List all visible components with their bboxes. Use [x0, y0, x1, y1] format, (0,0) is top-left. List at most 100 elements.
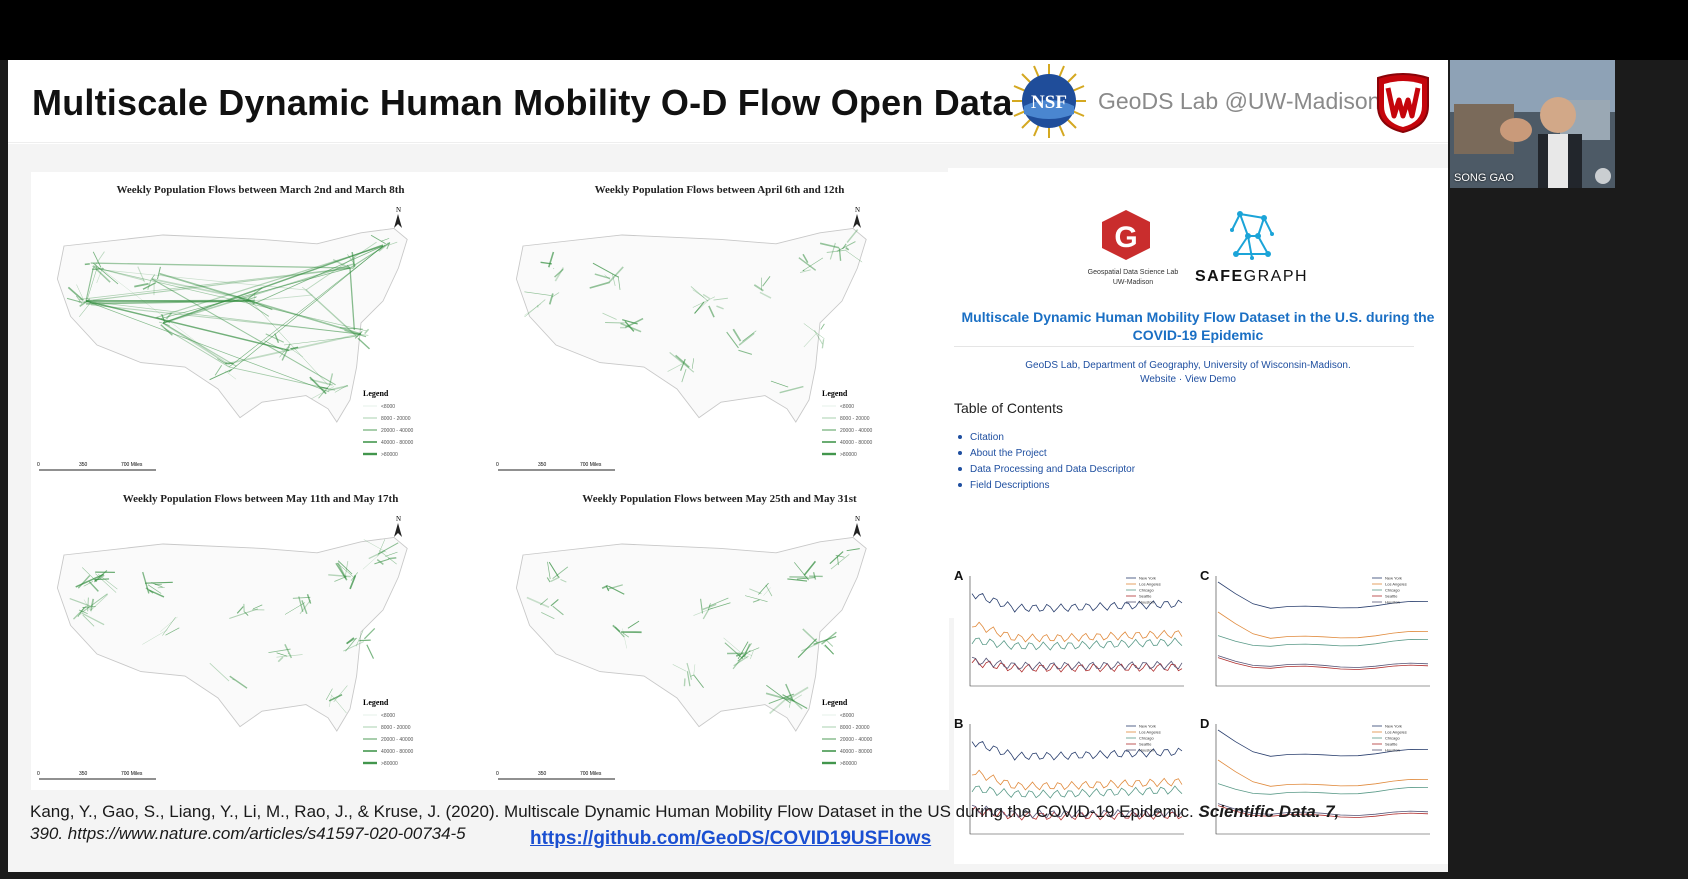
flow-line	[162, 263, 354, 324]
flow-line	[142, 282, 157, 290]
flow-line	[246, 298, 273, 311]
flow-line	[552, 605, 564, 616]
flow-line	[345, 637, 357, 652]
flow-line	[284, 643, 293, 659]
flow-line	[151, 582, 163, 588]
flow-line	[693, 664, 696, 676]
flow-line	[797, 638, 818, 658]
flow-line	[310, 378, 333, 386]
us-outline	[515, 536, 867, 732]
flow-line	[735, 651, 744, 657]
flow-line	[151, 278, 336, 386]
flow-line	[299, 599, 311, 615]
flow-line	[560, 578, 567, 583]
legend-label: Seattle	[1385, 742, 1398, 747]
flow-line	[90, 598, 95, 611]
flow-line	[713, 297, 728, 301]
readme-affiliation[interactable]: GeoDS Lab, Department of Geography, Univ…	[1025, 360, 1351, 371]
flow-line	[351, 251, 356, 268]
flow-line	[789, 697, 803, 710]
flow-line	[548, 251, 555, 268]
flow-line	[748, 647, 760, 653]
series-line	[1217, 635, 1429, 647]
scale-label: 350	[79, 771, 88, 777]
flow-line	[798, 257, 817, 271]
flow-line	[669, 351, 695, 373]
flow-line	[524, 303, 542, 316]
flow-line	[142, 629, 168, 645]
series-line	[971, 592, 1183, 613]
flow-line	[845, 247, 850, 251]
chart-axes	[969, 576, 1184, 687]
readme-links[interactable]: Website · View Demo	[1140, 374, 1236, 385]
flow-line	[738, 332, 755, 346]
flow-line	[723, 637, 748, 659]
north-label: N	[396, 206, 401, 214]
flow-line	[732, 328, 742, 342]
legend-label: Seattle	[1139, 742, 1152, 747]
flow-line	[339, 327, 363, 330]
flow-map-panel: Weekly Population Flows between April 6t…	[490, 172, 949, 481]
flow-line	[387, 241, 398, 246]
series-line	[1217, 729, 1429, 757]
readme-title[interactable]: Multiscale Dynamic Human Mobility Flow D…	[961, 309, 1435, 343]
flow-line	[330, 694, 347, 714]
flow-line	[77, 575, 91, 589]
flow-line	[90, 262, 351, 269]
flow-line	[250, 300, 328, 385]
flow-line	[801, 643, 818, 652]
legend-item-label: >80000	[381, 452, 398, 458]
north-arrow-icon	[853, 214, 861, 228]
scale-label: 0	[496, 462, 499, 468]
flow-line	[276, 654, 303, 658]
flow-line	[821, 339, 825, 349]
flow-line	[380, 238, 390, 242]
flow-line	[385, 551, 398, 557]
flow-line	[700, 598, 703, 614]
flow-line	[349, 575, 357, 590]
flow-line	[620, 322, 642, 333]
flow-line	[702, 608, 710, 620]
flow-line	[594, 273, 611, 280]
chart-panel-letter: B	[954, 716, 964, 731]
flow-line	[759, 291, 772, 299]
github-link[interactable]: https://github.com/GeoDS/COVID19USFlows	[530, 828, 932, 849]
flow-line	[785, 683, 794, 701]
north-label: N	[855, 515, 860, 523]
chart-axes	[1215, 576, 1430, 687]
flow-line	[244, 611, 249, 616]
flow-line	[209, 369, 232, 381]
toc-item-processing[interactable]: Data Processing and Data Descriptor	[958, 462, 1135, 478]
toc-item-citation[interactable]: Citation	[958, 430, 1135, 446]
flow-line	[708, 305, 715, 318]
flow-line	[85, 300, 369, 336]
legend-item-label: 20000 - 40000	[840, 737, 872, 743]
scale-label: 700 Miles	[121, 462, 143, 468]
flow-line	[81, 567, 98, 583]
flow-line	[353, 256, 356, 267]
series-line	[971, 621, 1183, 643]
flow-line	[77, 607, 85, 617]
flow-line	[73, 605, 88, 620]
flow-line	[228, 245, 384, 373]
toc-item-fields[interactable]: Field Descriptions	[958, 478, 1135, 494]
north-arrow-icon	[394, 523, 402, 537]
flow-line	[229, 675, 248, 689]
scale-label: 350	[538, 771, 547, 777]
safegraph-wordmark: SAFEGRAPH	[1195, 268, 1309, 285]
flow-line	[793, 562, 809, 581]
flow-line	[209, 662, 230, 682]
flow-line	[589, 281, 610, 289]
legend-label: Houston	[1385, 600, 1400, 605]
flow-line	[162, 322, 230, 366]
flow-line	[554, 268, 564, 278]
flow-line	[281, 343, 291, 361]
flow-line	[87, 267, 98, 300]
flow-line	[388, 556, 397, 560]
flow-line	[845, 250, 863, 263]
flow-line	[787, 578, 808, 582]
toc-item-about[interactable]: About the Project	[958, 446, 1135, 462]
participant-video-tile[interactable]: SONG GAO	[1450, 60, 1615, 188]
